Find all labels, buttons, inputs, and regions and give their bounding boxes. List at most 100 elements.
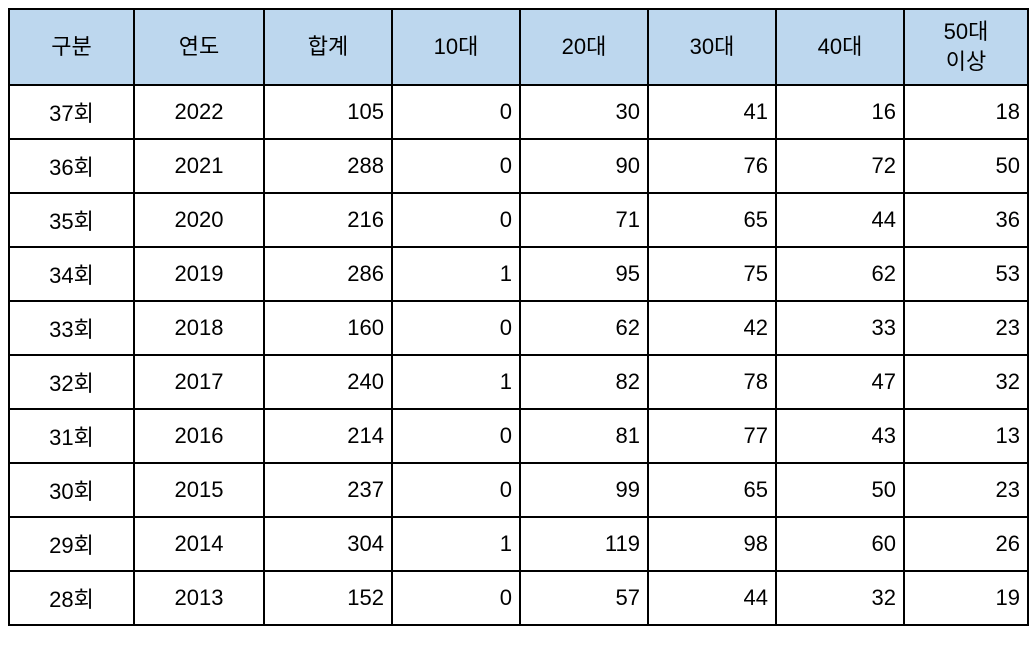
cell-age-40s: 60 <box>775 516 905 572</box>
cell-age-20s: 99 <box>519 462 649 518</box>
cell-total: 214 <box>263 408 393 464</box>
table-row: 32회 2017 240 1 82 78 47 32 <box>8 354 1029 410</box>
table-row: 37회 2022 105 0 30 41 16 18 <box>8 84 1029 140</box>
header-row: 구분 연도 합계 10대 20대 30대 40대 50대 이상 <box>8 8 1029 86</box>
table-row: 36회 2021 288 0 90 76 72 50 <box>8 138 1029 194</box>
table-row: 30회 2015 237 0 99 65 50 23 <box>8 462 1029 518</box>
cell-age-10s: 0 <box>391 408 521 464</box>
cell-age-50plus: 23 <box>903 300 1029 356</box>
cell-age-20s: 119 <box>519 516 649 572</box>
cell-age-30s: 78 <box>647 354 777 410</box>
col-header-20s: 20대 <box>519 8 649 86</box>
cell-age-30s: 75 <box>647 246 777 302</box>
cell-age-50plus: 19 <box>903 570 1029 626</box>
cell-age-10s: 1 <box>391 246 521 302</box>
cell-age-50plus: 50 <box>903 138 1029 194</box>
cell-age-10s: 1 <box>391 354 521 410</box>
cell-total: 152 <box>263 570 393 626</box>
cell-year: 2017 <box>133 354 265 410</box>
cell-year: 2015 <box>133 462 265 518</box>
cell-round: 35회 <box>8 192 135 248</box>
cell-age-20s: 90 <box>519 138 649 194</box>
cell-total: 105 <box>263 84 393 140</box>
cell-age-40s: 47 <box>775 354 905 410</box>
cell-total: 288 <box>263 138 393 194</box>
cell-total: 216 <box>263 192 393 248</box>
age-statistics-table: 구분 연도 합계 10대 20대 30대 40대 50대 이상 37회 2022… <box>8 8 1029 626</box>
cell-age-30s: 44 <box>647 570 777 626</box>
cell-age-50plus: 23 <box>903 462 1029 518</box>
cell-age-40s: 32 <box>775 570 905 626</box>
table-row: 34회 2019 286 1 95 75 62 53 <box>8 246 1029 302</box>
cell-total: 286 <box>263 246 393 302</box>
col-header-50plus: 50대 이상 <box>903 8 1029 86</box>
cell-age-10s: 1 <box>391 516 521 572</box>
cell-age-20s: 95 <box>519 246 649 302</box>
table-row: 31회 2016 214 0 81 77 43 13 <box>8 408 1029 464</box>
cell-total: 160 <box>263 300 393 356</box>
cell-age-30s: 77 <box>647 408 777 464</box>
table-row: 35회 2020 216 0 71 65 44 36 <box>8 192 1029 248</box>
cell-total: 304 <box>263 516 393 572</box>
cell-age-40s: 33 <box>775 300 905 356</box>
cell-total: 240 <box>263 354 393 410</box>
col-header-30s: 30대 <box>647 8 777 86</box>
cell-year: 2013 <box>133 570 265 626</box>
cell-round: 31회 <box>8 408 135 464</box>
cell-age-30s: 42 <box>647 300 777 356</box>
col-header-total: 합계 <box>263 8 393 86</box>
cell-age-50plus: 26 <box>903 516 1029 572</box>
cell-age-50plus: 13 <box>903 408 1029 464</box>
cell-age-50plus: 18 <box>903 84 1029 140</box>
cell-age-20s: 57 <box>519 570 649 626</box>
cell-round: 37회 <box>8 84 135 140</box>
cell-age-30s: 65 <box>647 462 777 518</box>
col-header-category: 구분 <box>8 8 135 86</box>
cell-round: 29회 <box>8 516 135 572</box>
cell-age-10s: 0 <box>391 84 521 140</box>
cell-year: 2021 <box>133 138 265 194</box>
cell-year: 2019 <box>133 246 265 302</box>
cell-age-30s: 76 <box>647 138 777 194</box>
cell-year: 2022 <box>133 84 265 140</box>
cell-age-50plus: 36 <box>903 192 1029 248</box>
cell-age-40s: 50 <box>775 462 905 518</box>
cell-age-40s: 72 <box>775 138 905 194</box>
cell-age-10s: 0 <box>391 300 521 356</box>
cell-round: 34회 <box>8 246 135 302</box>
cell-age-10s: 0 <box>391 192 521 248</box>
cell-round: 36회 <box>8 138 135 194</box>
cell-age-40s: 62 <box>775 246 905 302</box>
cell-age-30s: 98 <box>647 516 777 572</box>
table-row: 33회 2018 160 0 62 42 33 23 <box>8 300 1029 356</box>
table-row: 28회 2013 152 0 57 44 32 19 <box>8 570 1029 626</box>
cell-age-20s: 82 <box>519 354 649 410</box>
col-header-10s: 10대 <box>391 8 521 86</box>
page: 구분 연도 합계 10대 20대 30대 40대 50대 이상 37회 2022… <box>8 8 1029 626</box>
cell-total: 237 <box>263 462 393 518</box>
cell-age-40s: 44 <box>775 192 905 248</box>
cell-age-20s: 62 <box>519 300 649 356</box>
cell-round: 32회 <box>8 354 135 410</box>
table-row: 29회 2014 304 1 119 98 60 26 <box>8 516 1029 572</box>
cell-age-10s: 0 <box>391 570 521 626</box>
col-header-40s: 40대 <box>775 8 905 86</box>
cell-age-30s: 65 <box>647 192 777 248</box>
cell-year: 2018 <box>133 300 265 356</box>
cell-round: 33회 <box>8 300 135 356</box>
cell-age-50plus: 32 <box>903 354 1029 410</box>
cell-year: 2014 <box>133 516 265 572</box>
cell-age-20s: 71 <box>519 192 649 248</box>
cell-age-10s: 0 <box>391 462 521 518</box>
cell-age-30s: 41 <box>647 84 777 140</box>
cell-round: 28회 <box>8 570 135 626</box>
cell-age-10s: 0 <box>391 138 521 194</box>
cell-age-40s: 43 <box>775 408 905 464</box>
cell-year: 2016 <box>133 408 265 464</box>
cell-age-50plus: 53 <box>903 246 1029 302</box>
cell-age-40s: 16 <box>775 84 905 140</box>
cell-age-20s: 30 <box>519 84 649 140</box>
col-header-year: 연도 <box>133 8 265 86</box>
cell-round: 30회 <box>8 462 135 518</box>
cell-age-20s: 81 <box>519 408 649 464</box>
